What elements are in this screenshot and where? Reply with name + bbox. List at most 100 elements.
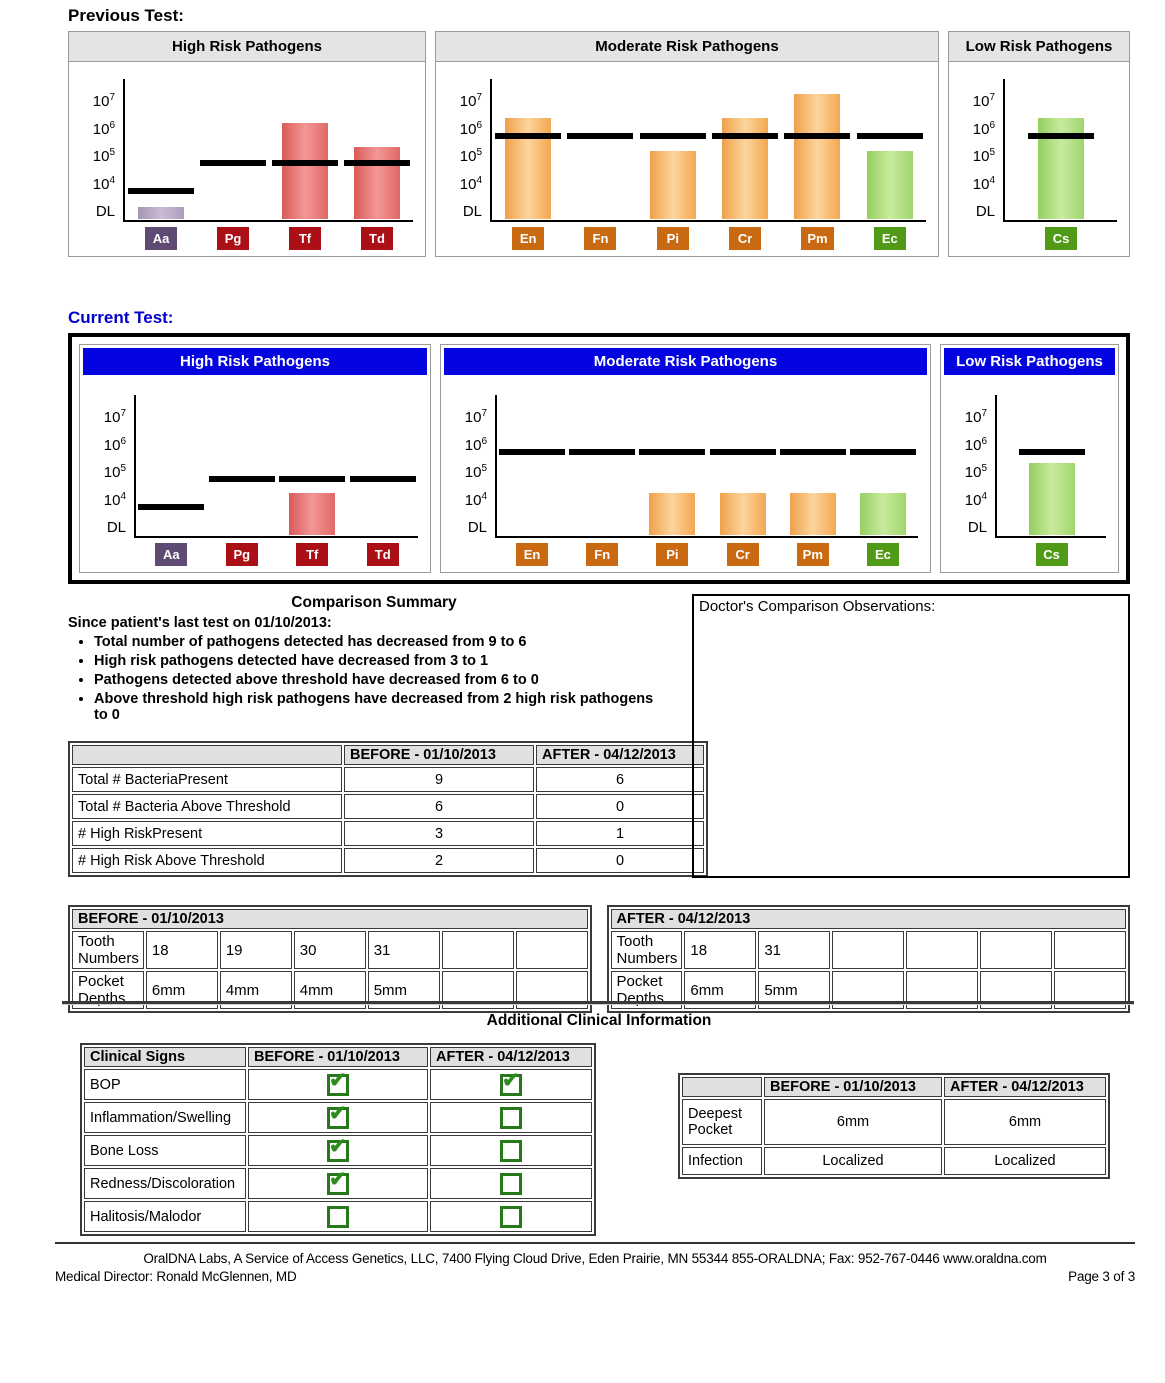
- pathogen-slot: [277, 386, 348, 536]
- threshold-line-Pi: [639, 132, 706, 139]
- pathogen-bar-Pm: [794, 94, 841, 219]
- panel-title: High Risk Pathogens: [69, 32, 425, 62]
- pathogen-bar-Pi: [649, 150, 696, 219]
- pathogen-panel-mod: Moderate Risk Pathogens 107 106 105 104 DL En F…: [440, 344, 931, 573]
- pathogen-bar-Aa: [138, 206, 184, 219]
- pathogen-label-Cs: Cs: [1045, 227, 1077, 250]
- additional-clinical-row: Clinical Signs BEFORE - 01/10/2013 AFTER -…: [68, 1043, 1130, 1236]
- pocket-before-value: Localized: [764, 1147, 942, 1175]
- y-axis-label: 107: [972, 92, 995, 111]
- comparison-table: BEFORE - 01/10/2013 AFTER - 04/12/2013 Tot…: [68, 741, 708, 877]
- unchecked-checkbox: [500, 1172, 522, 1195]
- y-axis-label: 105: [972, 147, 995, 166]
- pathogen-label-En: En: [512, 227, 545, 250]
- pathogen-chart: 107 106 105 104 DL: [945, 386, 1110, 538]
- pocket-depth-section: BEFORE - 01/10/2013 Tooth Numbers 18 19 30 31…: [68, 905, 1130, 1013]
- pathogen-chart: 107 106 105 104 DL: [445, 386, 922, 538]
- tooth-cell: 18: [684, 931, 757, 969]
- tooth-table-title: BEFORE - 01/10/2013: [72, 909, 588, 929]
- panel-title: Low Risk Pathogens: [944, 348, 1115, 375]
- pathogen-bar-Pi: [649, 492, 696, 535]
- previous-test-section: Previous Test: High Risk Pathogens 107 106…: [68, 6, 1130, 257]
- x-axis-line: [490, 220, 926, 222]
- pathogen-slot: [778, 386, 848, 536]
- threshold-line-Aa: [138, 503, 205, 510]
- pathogen-slot: [197, 70, 269, 220]
- panel-title: Low Risk Pathogens: [949, 32, 1129, 62]
- footer-line2: Medical Director: Ronald McGlennen, MD P…: [55, 1269, 1135, 1284]
- x-axis-line: [1003, 220, 1117, 222]
- tooth-cell: [1054, 931, 1126, 969]
- additional-clinical-title: Additional Clinical Information: [486, 1012, 712, 1029]
- y-axis-line: [495, 395, 497, 537]
- unchecked-checkbox: [500, 1106, 522, 1129]
- x-axis-line: [995, 536, 1106, 538]
- pathogen-label-Tf: Tf: [289, 227, 321, 250]
- after-tooth-table: AFTER - 04/12/2013 Tooth Numbers 18 31 Pocke…: [606, 905, 1130, 1013]
- pathogen-label-Pg: Pg: [225, 543, 258, 566]
- unchecked-checkbox: [327, 1205, 349, 1228]
- clinical-before-cell: [248, 1102, 428, 1133]
- y-axis-label: DL: [95, 203, 115, 220]
- comparison-row-label: Total # BacteriaPresent: [72, 767, 342, 792]
- tooth-cell: 6mm: [145, 971, 218, 1009]
- pathogen-label-Pi: Pi: [656, 543, 689, 566]
- tooth-table-title: AFTER - 04/12/2013: [610, 909, 1126, 929]
- y-axis-line: [123, 79, 125, 221]
- clinical-before-cell: [248, 1069, 428, 1100]
- pathogen-label-Td: Td: [366, 543, 399, 566]
- pathogen-panel-high: High Risk Pathogens 107 106 105 104 DL Aa Pg Tf T…: [79, 344, 431, 573]
- clinical-table-header: AFTER - 04/12/2013: [430, 1047, 592, 1067]
- section-divider: [62, 1001, 1134, 1005]
- comparison-table-header: [72, 745, 342, 765]
- tooth-cell: [980, 931, 1053, 969]
- clinical-after-cell: [430, 1069, 592, 1100]
- summary-bullet: Above threshold high risk pathogens have…: [94, 691, 670, 723]
- y-axis-label: DL: [467, 519, 487, 536]
- comparison-summary: Comparison Summary Since patient's last …: [68, 594, 708, 878]
- clinical-table-header: Clinical Signs: [84, 1047, 246, 1067]
- threshold-line-Cr: [709, 448, 776, 455]
- threshold-line-Td: [344, 160, 410, 167]
- y-axis-label: 104: [103, 490, 126, 509]
- panel-title: Moderate Risk Pathogens: [436, 32, 938, 62]
- tooth-cell: 31: [367, 931, 440, 969]
- threshold-line-Pi: [639, 448, 706, 455]
- pocket-table-header: AFTER - 04/12/2013: [944, 1077, 1106, 1097]
- clinical-after-cell: [430, 1168, 592, 1199]
- pathogen-bar-Tf: [282, 122, 328, 219]
- pathogen-slot: [125, 70, 197, 220]
- unchecked-checkbox: [500, 1139, 522, 1162]
- comparison-summary-intro: Since patient's last test on 01/10/2013:: [68, 615, 332, 631]
- clinical-after-cell: [430, 1135, 592, 1166]
- tooth-cell: [515, 931, 588, 969]
- tooth-cell: [906, 931, 979, 969]
- tooth-cell: 30: [293, 931, 366, 969]
- pathogen-label-Aa: Aa: [145, 227, 177, 250]
- pocket-row-label: Deepest Pocket: [682, 1099, 762, 1145]
- y-axis-label: 105: [964, 463, 987, 482]
- pathogen-slot: [708, 386, 778, 536]
- pathogen-panel-low: Low Risk Pathogens 107 106 105 104 DL Cs: [940, 344, 1119, 573]
- y-axis-label: 107: [964, 408, 987, 427]
- comparison-section: Comparison Summary Since patient's last …: [68, 594, 1130, 878]
- pathogen-label-Tf: Tf: [296, 543, 329, 566]
- tooth-row-label: Tooth Numbers: [610, 931, 683, 969]
- y-axis-label: 106: [459, 119, 482, 138]
- y-axis-label: 106: [964, 435, 987, 454]
- comparison-after-value: 6: [536, 767, 704, 792]
- pathogen-bar-Pm: [789, 492, 836, 535]
- pathogen-bar-Ec: [866, 150, 913, 219]
- x-axis-line: [134, 536, 418, 538]
- current-test-highlight-box: High Risk Pathogens 107 106 105 104 DL Aa Pg Tf T…: [68, 333, 1130, 584]
- doctor-observations-box: Doctor's Comparison Observations:: [692, 594, 1130, 878]
- pathogen-slot: [1005, 70, 1117, 220]
- comparison-summary-bullets: Total number of pathogens detected has d…: [72, 634, 670, 723]
- clinical-after-cell: [430, 1201, 592, 1232]
- pathogen-slot: [848, 386, 918, 536]
- checked-checkbox: [500, 1070, 522, 1096]
- deepest-pocket-table: BEFORE - 01/10/2013 AFTER - 04/12/2013 Dee…: [678, 1073, 1110, 1179]
- x-axis-line: [123, 220, 413, 222]
- y-axis-label: DL: [106, 519, 126, 536]
- comparison-table-header: AFTER - 04/12/2013: [536, 745, 704, 765]
